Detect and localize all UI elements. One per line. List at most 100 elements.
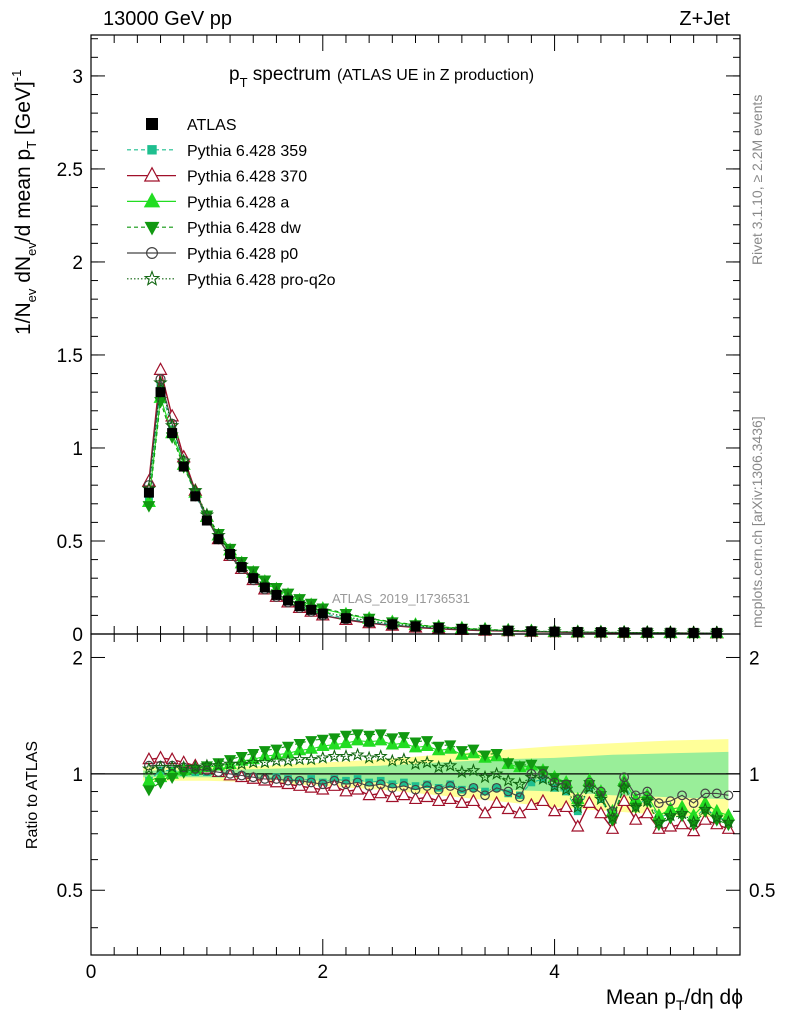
ratio-point-p370: [628, 812, 643, 825]
ratio-point-pq2o: [547, 778, 562, 793]
legend-label-pq2o: Pythia 6.428 pro-q2o: [187, 272, 336, 289]
ratio-point-pq2o: [281, 753, 295, 767]
ratio-point-pq2o: [327, 749, 342, 763]
ratio-point-pp0: [468, 782, 479, 793]
ratio-point-pdw: [467, 744, 480, 756]
ratio-point-p370: [605, 821, 620, 834]
ratio-plot-data: [141, 729, 736, 837]
ratio-point-pq2o: [188, 760, 203, 774]
ratio-point-pp0: [456, 786, 467, 797]
ratio-point-pp0: [561, 779, 572, 790]
ratio-point-p370: [501, 801, 515, 815]
ratio-point-pdw: [339, 730, 353, 742]
ratio-point-p370: [408, 791, 423, 805]
ratio-point-pp0: [688, 798, 699, 809]
ratio-point-p370: [281, 776, 295, 790]
ratio-point-pdw: [502, 758, 515, 770]
ratio-point-p370: [431, 793, 446, 807]
data-point-ATLAS: [236, 562, 247, 573]
ratio-point-pq2o: [628, 799, 643, 814]
ratio-point-pp0: [653, 798, 664, 809]
main-y-axis-label: 1/Nev dNev/d mean pT [GeV]-1: [9, 70, 39, 335]
ratio-point-p370: [524, 797, 539, 811]
ratio-point-p370: [339, 784, 353, 797]
ratio-point-pp0: [410, 784, 421, 795]
ratio-point-pp0: [433, 784, 444, 795]
y-tick-label: 2: [72, 253, 83, 274]
ratio-point-p370: [443, 791, 457, 805]
ratio-point-p370: [559, 799, 573, 813]
ratio-point-pa: [339, 735, 353, 749]
ratio-point-pa: [686, 808, 701, 821]
ratio-point-pp0: [596, 786, 606, 797]
ratio-point-pdw: [455, 746, 468, 758]
ratio-point-p370: [675, 816, 689, 830]
ratio-point-pq2o: [396, 752, 411, 766]
ratio-point-pdw: [247, 749, 260, 761]
ratio-point-pdw: [281, 741, 295, 753]
ratio-point-p370: [362, 787, 376, 801]
ratio-point-pp0: [364, 781, 375, 791]
ratio-point-pq2o: [257, 755, 272, 769]
ratio-point-pq2o: [478, 769, 493, 784]
ratio-point-pdw: [258, 746, 271, 758]
ratio-point-pp0: [259, 774, 270, 784]
ratio-point-pp0: [202, 765, 212, 776]
data-point-ATLAS: [155, 387, 166, 398]
ratio-point-pdw: [166, 772, 179, 784]
ratio-point-pq2o: [176, 760, 191, 774]
ratio-point-pq2o: [431, 760, 446, 774]
ratio-point-pq2o: [211, 758, 226, 772]
data-point-ATLAS: [340, 613, 351, 624]
ratio-point-pp0: [306, 777, 317, 788]
ratio-point-pdw: [305, 736, 318, 748]
ratio-point-pp0: [283, 775, 293, 786]
ratio-point-pdw: [536, 766, 550, 778]
ratio-point-pq2o: [617, 780, 631, 794]
ratio-point-pdw: [270, 744, 283, 756]
ratio-point-pq2o: [338, 749, 353, 763]
ratio-point-pq2o: [165, 760, 179, 774]
ratio-point-pp0: [630, 790, 641, 801]
y-tick-label: 0: [72, 625, 83, 646]
process-label: Z+Jet: [679, 8, 730, 30]
legend-label-p359: Pythia 6.428 359: [187, 143, 307, 160]
ratio-point-pp0: [538, 768, 548, 779]
ratio-point-p370: [698, 812, 712, 825]
ratio-point-pq2o: [454, 764, 469, 779]
ratio-point-p370: [663, 819, 678, 832]
legend-label-pa: Pythia 6.428 a: [187, 194, 289, 211]
ratio-point-pp0: [190, 764, 201, 774]
data-point-ATLAS: [190, 491, 201, 502]
ratio-point-p370: [165, 751, 179, 765]
legend-label-p370: Pythia 6.428 370: [187, 169, 307, 186]
data-point-ATLAS: [201, 515, 212, 526]
ratio-point-p359: [423, 780, 431, 789]
ratio-point-p359: [434, 784, 443, 792]
ratio-point-pq2o: [512, 776, 527, 791]
ratio-point-pp0: [236, 770, 247, 781]
ratio-point-pp0: [445, 781, 456, 791]
ratio-y-tick-label-right: 1: [749, 765, 760, 786]
ratio-point-pq2o: [698, 801, 713, 816]
ratio-point-p370: [513, 806, 527, 819]
ratio-point-p370: [455, 795, 469, 809]
ratio-point-pq2o: [675, 806, 690, 820]
y-tick-label: 3: [72, 67, 83, 88]
ratio-point-pp0: [723, 790, 734, 801]
legend: ATLAS Pythia 6.428 359 Pythia 6.428 370 Pyt…: [127, 117, 336, 289]
ratio-point-pdw: [386, 733, 399, 745]
main-plot-ticks: 0 0.5 1 1.5 2 2.5 3: [57, 35, 741, 646]
ratio-point-pp0: [480, 790, 490, 801]
ratio-point-pdw: [142, 785, 156, 797]
ratio-point-pdw: [397, 732, 410, 744]
legend-label-pp0: Pythia 6.428 p0: [187, 246, 298, 263]
ratio-point-pdw: [351, 729, 364, 741]
ratio-point-pp0: [422, 781, 432, 791]
ratio-point-pp0: [387, 782, 398, 793]
data-point-pdw: [304, 598, 318, 611]
ratio-point-pp0: [665, 796, 676, 807]
y-tick-label: 1.5: [57, 346, 83, 367]
ratio-point-pp0: [503, 786, 514, 797]
ratio-point-p370: [397, 787, 411, 801]
